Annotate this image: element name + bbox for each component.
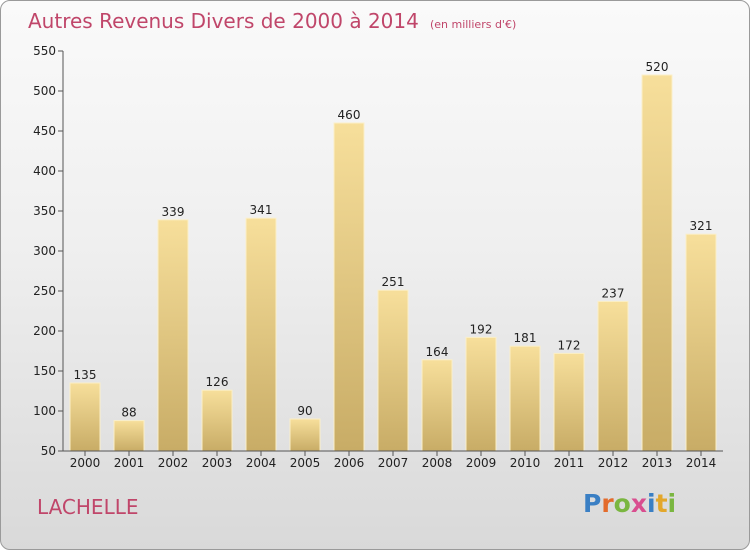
bar-2003 [201, 389, 233, 452]
x-tick-label: 2004 [246, 456, 277, 470]
bar-2007 [377, 289, 409, 452]
logo-letter: o [613, 489, 631, 518]
bar-value-label: 172 [558, 338, 581, 352]
bar-2011 [553, 352, 585, 452]
x-tick-label: 2014 [686, 456, 717, 470]
bar-2005 [289, 418, 321, 452]
chart-unit: (en milliers d'€) [429, 18, 517, 31]
chart-title-text: Autres Revenus Divers de 2000 à 2014 [28, 9, 419, 33]
x-tick-label: 2007 [378, 456, 409, 470]
bar-2001 [113, 420, 145, 452]
y-tick-label: 450 [33, 124, 56, 138]
bar-value-label: 321 [690, 219, 713, 233]
bar-value-label: 135 [74, 368, 97, 382]
bar-2012 [597, 300, 629, 452]
x-tick-label: 2011 [554, 456, 585, 470]
x-tick-label: 2001 [114, 456, 145, 470]
bar-2009 [465, 336, 497, 452]
bar-value-label: 126 [206, 375, 229, 389]
logo-letter: i [667, 489, 677, 518]
y-tick-label: 400 [33, 164, 56, 178]
bar-value-label: 237 [602, 286, 625, 300]
x-tick-label: 2008 [422, 456, 453, 470]
chart-title: Autres Revenus Divers de 2000 à 2014 (en… [28, 9, 516, 33]
x-tick-label: 2012 [598, 456, 629, 470]
bar-2013 [641, 74, 673, 452]
y-tick-label: 550 [33, 44, 56, 58]
x-tick-label: 2002 [158, 456, 189, 470]
logo-letter: P [583, 489, 602, 518]
bar-2002 [157, 219, 189, 452]
bar-value-label: 164 [426, 345, 449, 359]
x-tick-label: 2005 [290, 456, 321, 470]
y-tick-label: 100 [33, 404, 56, 418]
x-tick-label: 2009 [466, 456, 497, 470]
y-tick-label: 200 [33, 324, 56, 338]
y-tick-label: 350 [33, 204, 56, 218]
bar-2014 [685, 233, 717, 452]
bar-value-label: 90 [297, 404, 312, 418]
x-tick-label: 2003 [202, 456, 233, 470]
y-tick-label: 150 [33, 364, 56, 378]
bar-2006 [333, 122, 365, 452]
logo-letter: i [647, 489, 656, 518]
proxiti-logo: Proxiti [583, 489, 676, 518]
bar-value-label: 520 [646, 60, 669, 74]
bar-2004 [245, 217, 277, 452]
x-tick-label: 2006 [334, 456, 365, 470]
x-tick-label: 2013 [642, 456, 673, 470]
bar-value-label: 339 [162, 205, 185, 219]
x-tick-label: 2000 [70, 456, 101, 470]
bar-2000 [69, 382, 101, 452]
bar-value-label: 251 [382, 275, 405, 289]
bar-2010 [509, 345, 541, 452]
bar-2008 [421, 359, 453, 452]
y-tick-label: 50 [41, 444, 56, 458]
bar-value-label: 341 [250, 203, 273, 217]
bar-value-label: 460 [338, 108, 361, 122]
logo-letter: x [630, 489, 647, 518]
logo-letter: t [655, 489, 668, 518]
bar-value-label: 181 [514, 331, 537, 345]
logo-letter: r [601, 489, 614, 518]
y-tick-label: 300 [33, 244, 56, 258]
x-tick-label: 2010 [510, 456, 541, 470]
y-tick-label: 500 [33, 84, 56, 98]
bar-value-label: 192 [470, 322, 493, 336]
y-tick-label: 250 [33, 284, 56, 298]
place-name: LACHELLE [37, 495, 139, 519]
bar-value-label: 88 [121, 406, 136, 420]
